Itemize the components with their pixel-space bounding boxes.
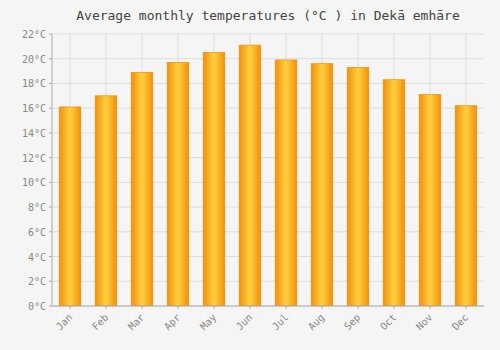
x-axis-line	[52, 306, 484, 307]
x-tick-label: Aug	[306, 312, 327, 333]
x-tick	[466, 306, 467, 309]
background	[0, 0, 500, 350]
y-grid-line	[52, 34, 484, 35]
y-tick	[49, 182, 52, 183]
y-axis-line	[52, 34, 53, 306]
x-tick	[430, 306, 431, 309]
y-tick-label: 18°C	[22, 78, 46, 89]
bar	[383, 80, 405, 306]
x-tick-label: Dec	[450, 312, 471, 333]
y-tick	[49, 34, 52, 35]
y-tick-label: 2°C	[28, 276, 46, 287]
x-tick	[70, 306, 71, 309]
x-tick-label: Jun	[234, 312, 255, 333]
x-tick-label: Mar	[126, 312, 147, 333]
bar	[419, 95, 441, 306]
y-tick	[49, 58, 52, 59]
y-grid-line	[52, 83, 484, 84]
x-tick-label: Nov	[414, 312, 435, 333]
y-tick-label: 20°C	[22, 54, 46, 65]
x-tick	[106, 306, 107, 309]
y-tick-label: 16°C	[22, 103, 46, 114]
bar	[95, 96, 117, 306]
x-tick	[250, 306, 251, 309]
y-tick-label: 6°C	[28, 227, 46, 238]
bar	[347, 67, 369, 306]
x-tick	[358, 306, 359, 309]
bars	[59, 45, 477, 306]
x-tick-label: May	[198, 312, 219, 333]
bar	[275, 60, 297, 306]
y-grid-line	[52, 306, 484, 307]
chart-container: Average monthly temperatures (°C ) in De…	[0, 0, 500, 350]
bar	[131, 72, 153, 306]
y-tick	[49, 132, 52, 133]
y-tick-label: 4°C	[28, 252, 46, 263]
y-tick	[49, 108, 52, 109]
bar	[167, 62, 189, 306]
x-tick-label: Feb	[90, 312, 111, 333]
x-tick	[286, 306, 287, 309]
y-tick	[49, 207, 52, 208]
y-grid-line	[52, 58, 484, 59]
y-tick-label: 8°C	[28, 202, 46, 213]
x-tick	[394, 306, 395, 309]
bar	[59, 107, 81, 306]
x-tick	[178, 306, 179, 309]
chart-title: Average monthly temperatures (°C ) in De…	[76, 8, 460, 23]
y-tick	[49, 256, 52, 257]
bar	[203, 53, 225, 306]
y-tick	[49, 281, 52, 282]
y-tick-label: 0°C	[28, 301, 46, 312]
y-tick-label: 22°C	[22, 29, 46, 40]
x-tick	[214, 306, 215, 309]
x-tick-label: Sep	[342, 312, 363, 333]
x-tick-label: Jul	[270, 312, 291, 333]
chart-svg: Average monthly temperatures (°C ) in De…	[0, 0, 500, 350]
y-tick	[49, 157, 52, 158]
bar	[311, 64, 333, 306]
x-tick	[142, 306, 143, 309]
x-tick	[322, 306, 323, 309]
y-tick	[49, 231, 52, 232]
bar	[239, 45, 261, 306]
x-tick-label: Apr	[162, 312, 183, 333]
x-tick-label: Oct	[378, 312, 399, 333]
axes: 0°C 2°C 4°C 6°C 8°C 10°C 12°C 14°C 16°C 18°C 20°C 2…	[22, 29, 484, 332]
bar	[455, 106, 477, 306]
grid	[52, 34, 484, 306]
y-tick-label: 14°C	[22, 128, 46, 139]
y-tick	[49, 83, 52, 84]
y-tick-label: 12°C	[22, 153, 46, 164]
y-tick-label: 10°C	[22, 177, 46, 188]
x-tick-label: Jan	[54, 312, 75, 333]
y-tick	[49, 306, 52, 307]
